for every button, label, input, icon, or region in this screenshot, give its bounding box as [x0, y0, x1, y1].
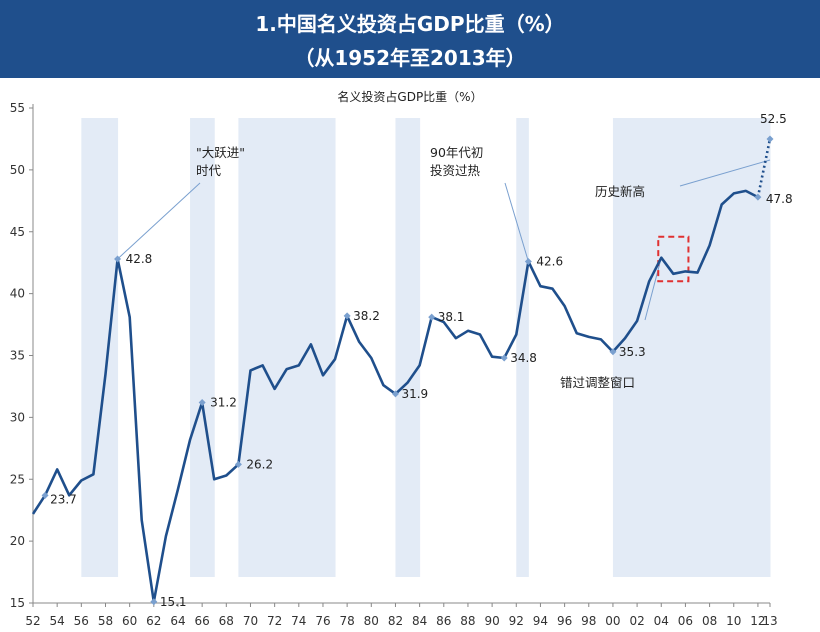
data-labels: 23.7 42.8 15.1 31.2 26.2 38.2 31.9 38.1 34.8 42.6… [41, 112, 793, 609]
x-tick-label: 64 [170, 614, 185, 628]
x-tick-label: 78 [339, 614, 354, 628]
data-point-marker [41, 491, 49, 499]
data-point-marker [754, 193, 762, 201]
x-tick-label: 13 [762, 614, 777, 628]
data-point-marker [428, 313, 436, 321]
x-tick-label: 84 [412, 614, 427, 628]
x-tick-label: 10 [726, 614, 741, 628]
data-label: 26.2 [246, 457, 273, 471]
x-tick-label: 60 [122, 614, 137, 628]
y-tick-label: 40 [10, 287, 25, 301]
annotation-text: "大跃进" [196, 145, 245, 160]
x-tick-label: 08 [702, 614, 717, 628]
data-point-marker [234, 460, 242, 468]
chart-title: 1.中国名义投资占GDP比重（%） [255, 12, 565, 36]
y-tick-label: 30 [10, 410, 25, 424]
x-tick-label: 12 [750, 614, 765, 628]
shaded-period-3 [395, 118, 421, 577]
y-tick-label: 25 [10, 472, 25, 486]
x-tick-label: 96 [557, 614, 572, 628]
x-tick-label: 76 [315, 614, 330, 628]
x-tick-label: 00 [605, 614, 620, 628]
x-tick-label: 56 [74, 614, 89, 628]
x-tick-label: 92 [509, 614, 524, 628]
x-tick-label: 70 [243, 614, 258, 628]
x-tick-label: 04 [654, 614, 669, 628]
chart-title-period: （从1952年至2013年） [294, 46, 526, 70]
data-label: 31.2 [210, 396, 237, 410]
data-label: 35.3 [619, 345, 646, 359]
annotation-text: 90年代初 [430, 145, 483, 160]
title-banner: 1.中国名义投资占GDP比重（%） （从1952年至2013年） [0, 0, 820, 78]
data-point-marker [150, 598, 158, 606]
data-label: 42.8 [126, 252, 153, 266]
y-tick-label: 55 [10, 101, 25, 115]
y-tick-label: 45 [10, 225, 25, 239]
annotation-leader-line [504, 182, 529, 262]
y-tick-label: 35 [10, 349, 25, 363]
data-label: 38.2 [353, 309, 380, 323]
chart-subtitle: 名义投资占GDP比重（%） [337, 90, 483, 104]
annotation-text: 错过调整窗口 [560, 375, 635, 390]
data-point-marker [524, 257, 532, 265]
shaded-period-2 [238, 118, 336, 577]
data-label: 42.6 [536, 254, 563, 268]
data-label: 15.1 [160, 595, 187, 609]
data-label: 52.5 [760, 112, 787, 126]
x-tick-label: 86 [436, 614, 451, 628]
y-tick-label: 15 [10, 596, 25, 610]
x-tick-label: 06 [678, 614, 693, 628]
data-point-marker [766, 135, 774, 143]
y-tick-label: 20 [10, 534, 25, 548]
y-tick-label: 50 [10, 163, 25, 177]
data-point-marker [391, 390, 399, 398]
x-tick-label: 54 [50, 614, 65, 628]
x-tick-label: 02 [629, 614, 644, 628]
annotation-leader-line [679, 159, 771, 187]
highlight-box [657, 235, 690, 283]
axes: 15 20 25 30 35 40 45 50 55 52 54 56 58 60 62 64 66 68 70 72… [10, 101, 778, 628]
x-tick-label: 98 [581, 614, 596, 628]
data-point-marker [609, 348, 617, 356]
x-tick-label: 62 [146, 614, 161, 628]
data-label: 23.7 [50, 492, 77, 506]
data-point-marker [114, 255, 122, 263]
x-tick-label: 82 [388, 614, 403, 628]
data-label: 38.1 [438, 310, 465, 324]
x-tick-label: 88 [460, 614, 475, 628]
x-tick-label: 68 [219, 614, 234, 628]
data-label: 47.8 [766, 192, 793, 206]
annotation-leader-line [117, 182, 201, 260]
x-tick-label: 90 [484, 614, 499, 628]
annotation-text: 投资过热 [430, 163, 481, 178]
x-tick-label: 80 [364, 614, 379, 628]
data-label: 34.8 [510, 351, 537, 365]
shaded-period-0 [81, 118, 119, 577]
x-tick-label: 66 [195, 614, 210, 628]
data-point-marker [343, 312, 351, 320]
annotation-text: 时代 [196, 163, 222, 178]
shaded-periods [81, 118, 771, 577]
shaded-period-1 [190, 118, 215, 577]
data-label: 31.9 [401, 387, 428, 401]
x-tick-label: 94 [533, 614, 548, 628]
x-tick-label: 58 [98, 614, 113, 628]
x-tick-label: 72 [267, 614, 282, 628]
annotation-text: 历史新高 [595, 184, 645, 199]
x-tick-label: 74 [291, 614, 306, 628]
data-point-marker [500, 354, 508, 362]
x-tick-label: 52 [25, 614, 40, 628]
shaded-period-4 [516, 118, 529, 577]
data-point-marker [198, 399, 206, 407]
shaded-period-5 [612, 118, 771, 577]
annotation-leader-line [644, 257, 662, 321]
